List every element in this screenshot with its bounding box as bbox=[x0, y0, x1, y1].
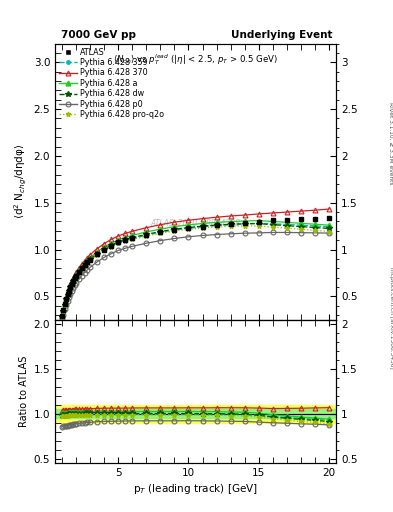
Y-axis label: Ratio to ATLAS: Ratio to ATLAS bbox=[19, 356, 29, 427]
X-axis label: p$_T$ (leading track) [GeV]: p$_T$ (leading track) [GeV] bbox=[133, 482, 258, 497]
Text: Rivet 3.1.10, ≥ 3.3M events: Rivet 3.1.10, ≥ 3.3M events bbox=[389, 102, 393, 185]
Y-axis label: ⟨d$^2$ N$_{chg}$/dηdφ⟩: ⟨d$^2$ N$_{chg}$/dηdφ⟩ bbox=[13, 144, 29, 220]
Legend: ATLAS, Pythia 6.428 359, Pythia 6.428 370, Pythia 6.428 a, Pythia 6.428 dw, Pyth: ATLAS, Pythia 6.428 359, Pythia 6.428 37… bbox=[58, 47, 165, 120]
Text: ATLAS_2010_S8894728: ATLAS_2010_S8894728 bbox=[151, 219, 241, 227]
Text: $\langle N_{ch}\rangle$ vs $p_T^{lead}$ ($|\eta|$ < 2.5, $p_T$ > 0.5 GeV): $\langle N_{ch}\rangle$ vs $p_T^{lead}$ … bbox=[113, 52, 278, 67]
Text: mcplots.cern.ch [arXiv:1306.3436]: mcplots.cern.ch [arXiv:1306.3436] bbox=[389, 267, 393, 368]
Text: Underlying Event: Underlying Event bbox=[231, 30, 332, 40]
Text: 7000 GeV pp: 7000 GeV pp bbox=[61, 30, 136, 40]
